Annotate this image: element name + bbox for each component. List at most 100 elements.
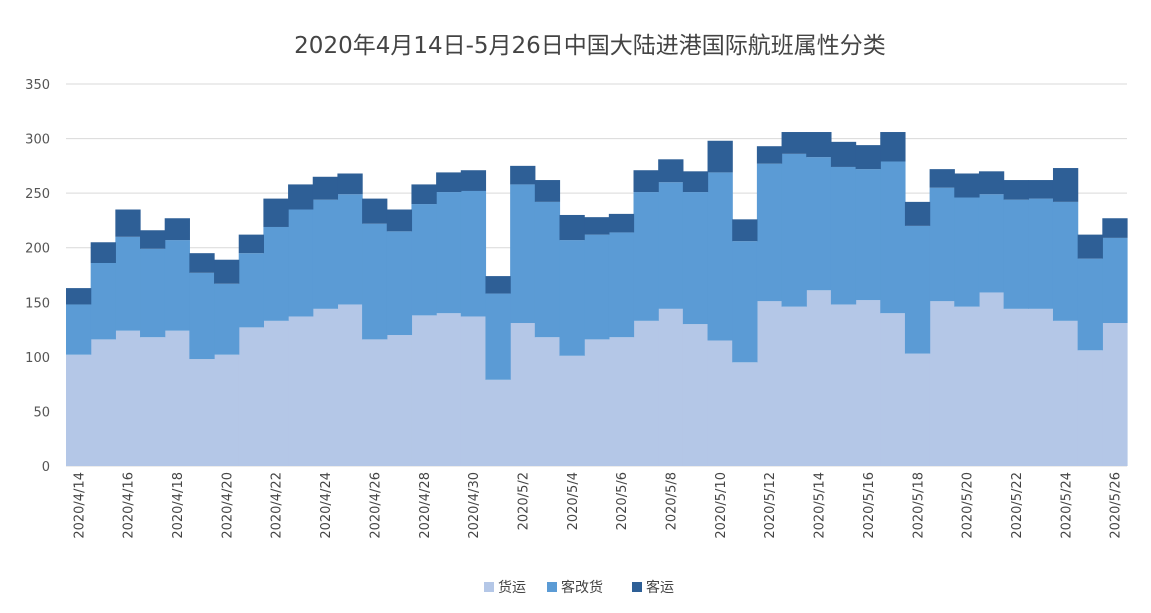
area-segment bbox=[732, 362, 758, 466]
area-segment bbox=[855, 169, 881, 301]
area-segment bbox=[312, 176, 339, 200]
legend-swatch bbox=[632, 582, 642, 592]
area-segment bbox=[682, 171, 709, 193]
area-segment bbox=[510, 165, 536, 185]
y-tick-label: 250 bbox=[25, 187, 50, 202]
area-segment bbox=[140, 337, 166, 466]
legend-label: 客改货 bbox=[561, 579, 603, 596]
x-tick-label: 2020/5/8 bbox=[665, 472, 680, 530]
x-tick-label: 2020/5/4 bbox=[566, 472, 581, 530]
area-segment bbox=[954, 197, 980, 307]
area-segment bbox=[806, 290, 832, 466]
y-tick-label: 50 bbox=[33, 405, 50, 420]
area-segment bbox=[633, 320, 659, 466]
area-segment bbox=[978, 292, 1005, 466]
area-segment bbox=[559, 214, 585, 241]
area-segment bbox=[337, 194, 363, 305]
area-segment bbox=[460, 316, 487, 466]
area-segment bbox=[707, 172, 733, 341]
area-segment bbox=[288, 316, 314, 466]
area-segment bbox=[66, 354, 92, 466]
y-axis: 0 50 100 150 200 250 300 350 bbox=[25, 78, 50, 475]
area-segment bbox=[929, 187, 955, 302]
area-segment bbox=[460, 190, 487, 317]
legend-label: 客运 bbox=[646, 579, 674, 596]
area-segment bbox=[189, 359, 215, 466]
area-segment bbox=[214, 283, 240, 355]
x-tick-label: 2020/4/28 bbox=[418, 472, 433, 539]
area-segment bbox=[781, 306, 807, 466]
area-segment bbox=[534, 180, 561, 202]
area-segment bbox=[1028, 198, 1054, 309]
area-segment bbox=[608, 232, 635, 338]
area-segment bbox=[90, 339, 116, 466]
area-segment bbox=[1102, 218, 1128, 238]
area-segment bbox=[584, 217, 610, 235]
plot-area bbox=[66, 132, 1128, 466]
chart-title: 2020年4月14日-5月26日中国大陆进港国际航班属性分类 bbox=[294, 33, 886, 59]
x-tick-label: 2020/5/12 bbox=[763, 472, 778, 539]
area-segment bbox=[904, 201, 931, 226]
legend-label: 货运 bbox=[498, 579, 526, 596]
area-segment bbox=[386, 335, 413, 466]
area-segment bbox=[337, 304, 363, 466]
area-segment bbox=[707, 340, 733, 466]
area-segment bbox=[978, 194, 1005, 293]
area-segment bbox=[608, 213, 635, 233]
y-tick-label: 200 bbox=[25, 242, 50, 257]
area-segment bbox=[929, 301, 955, 466]
area-segment bbox=[1077, 258, 1103, 351]
area-segment bbox=[855, 300, 881, 466]
area-segment bbox=[288, 209, 314, 317]
area-segment bbox=[830, 141, 857, 167]
area-segment bbox=[559, 240, 585, 356]
area-segment bbox=[1003, 199, 1029, 309]
area-segment bbox=[115, 330, 141, 466]
area-segment bbox=[658, 159, 684, 183]
x-tick-label: 2020/4/22 bbox=[270, 472, 285, 539]
area-segment bbox=[707, 140, 733, 173]
area-segment bbox=[386, 209, 413, 232]
area-segment bbox=[608, 337, 635, 466]
area-segment bbox=[436, 313, 462, 466]
area-segment bbox=[781, 153, 807, 307]
x-tick-label: 2020/5/6 bbox=[615, 472, 630, 530]
series-1 bbox=[66, 290, 1128, 466]
x-tick-label: 2020/5/22 bbox=[1010, 472, 1025, 539]
area-segment bbox=[1052, 320, 1079, 466]
area-segment bbox=[312, 308, 339, 466]
area-segment bbox=[66, 288, 92, 305]
area-segment bbox=[830, 304, 857, 466]
x-tick-label: 2020/4/20 bbox=[220, 472, 235, 539]
area-segment bbox=[164, 218, 190, 241]
x-tick-label: 2020/5/14 bbox=[813, 472, 828, 539]
area-segment bbox=[238, 327, 264, 466]
area-segment bbox=[485, 293, 511, 380]
area-segment bbox=[288, 184, 314, 210]
y-tick-label: 100 bbox=[25, 351, 50, 366]
x-tick-label: 2020/5/2 bbox=[516, 472, 531, 530]
area-segment bbox=[214, 354, 240, 466]
area-segment bbox=[534, 201, 561, 338]
area-segment bbox=[115, 236, 141, 331]
area-segment bbox=[929, 169, 955, 188]
area-segment bbox=[830, 166, 857, 305]
area-segment bbox=[1077, 350, 1103, 466]
area-segment bbox=[411, 204, 437, 316]
area-segment bbox=[682, 192, 709, 325]
area-segment bbox=[584, 234, 610, 340]
area-segment bbox=[189, 272, 215, 360]
x-tick-label: 2020/5/16 bbox=[862, 472, 877, 539]
legend: 货运 客改货 客运 bbox=[484, 579, 674, 596]
area-segment bbox=[559, 355, 585, 466]
area-segment bbox=[436, 192, 462, 314]
x-tick-label: 2020/4/14 bbox=[72, 472, 87, 539]
x-tick-label: 2020/5/26 bbox=[1109, 472, 1124, 539]
area-segment bbox=[732, 241, 758, 363]
area-segment bbox=[510, 184, 536, 324]
area-segment bbox=[214, 259, 240, 284]
area-segment bbox=[756, 146, 783, 164]
area-segment bbox=[756, 301, 783, 466]
area-segment bbox=[460, 170, 487, 191]
area-segment bbox=[337, 173, 363, 195]
